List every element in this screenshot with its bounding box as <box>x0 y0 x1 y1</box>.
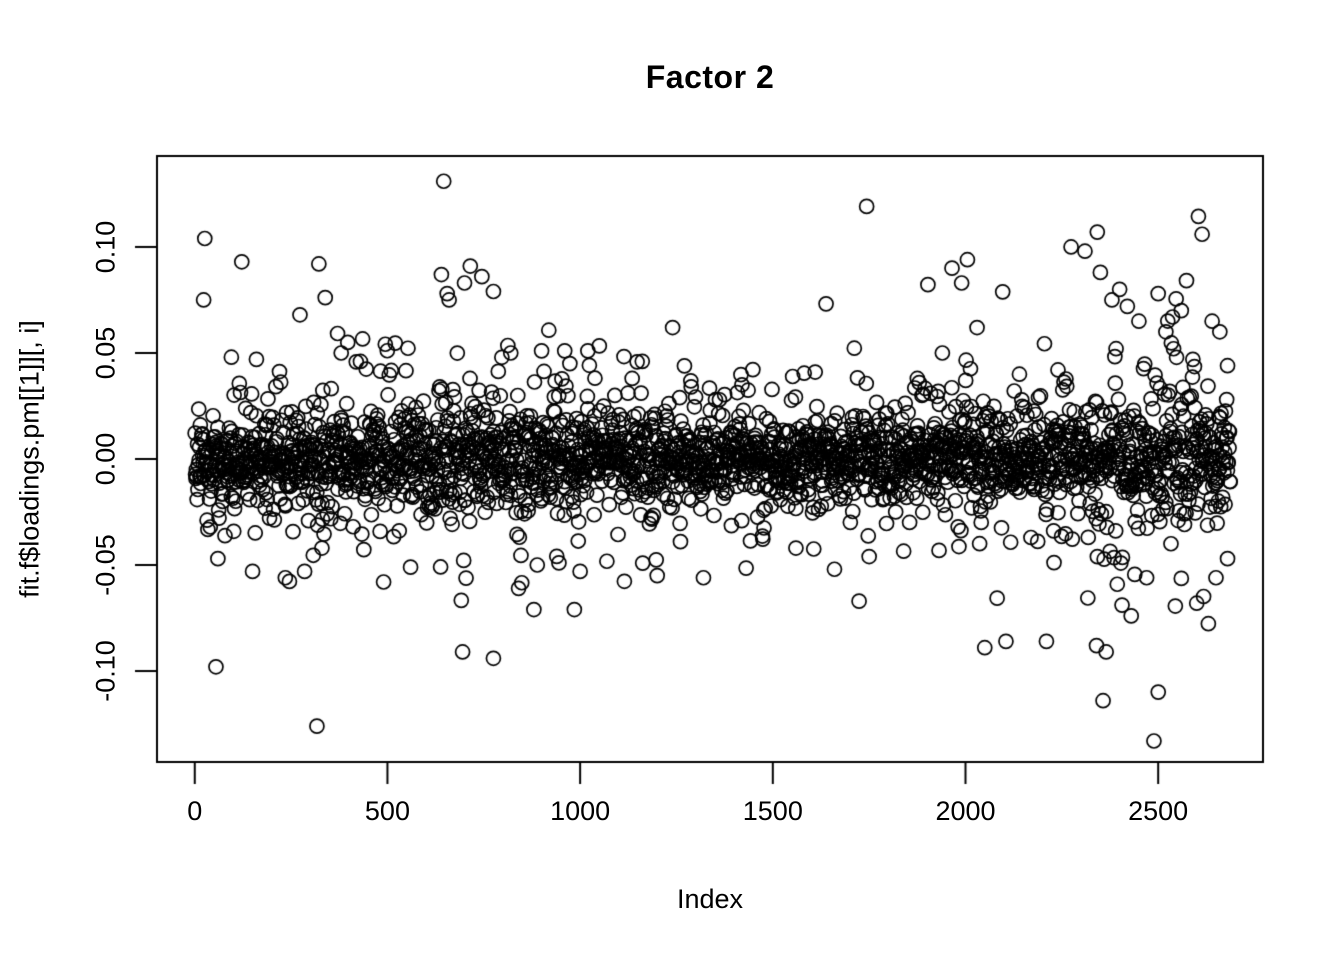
y-axis-label: fit.f$loadings.pm[[1]][, i] <box>14 320 45 598</box>
x-axis-label: Index <box>676 884 744 914</box>
x-tick-label: 2500 <box>1128 796 1189 826</box>
y-tick-label: 0.05 <box>90 326 121 380</box>
x-tick-label: 2000 <box>935 796 996 826</box>
x-tick-label: 1500 <box>742 796 803 826</box>
chart-title: Factor 2 <box>645 59 775 95</box>
y-tick-label: 0.00 <box>90 432 121 486</box>
y-tick-label: 0.10 <box>90 220 121 274</box>
y-tick-label: -0.05 <box>90 534 121 596</box>
x-tick-label: 0 <box>187 796 203 826</box>
x-tick-label: 1000 <box>550 796 611 826</box>
y-tick-label: -0.10 <box>90 640 121 702</box>
x-tick-label: 500 <box>364 796 410 826</box>
